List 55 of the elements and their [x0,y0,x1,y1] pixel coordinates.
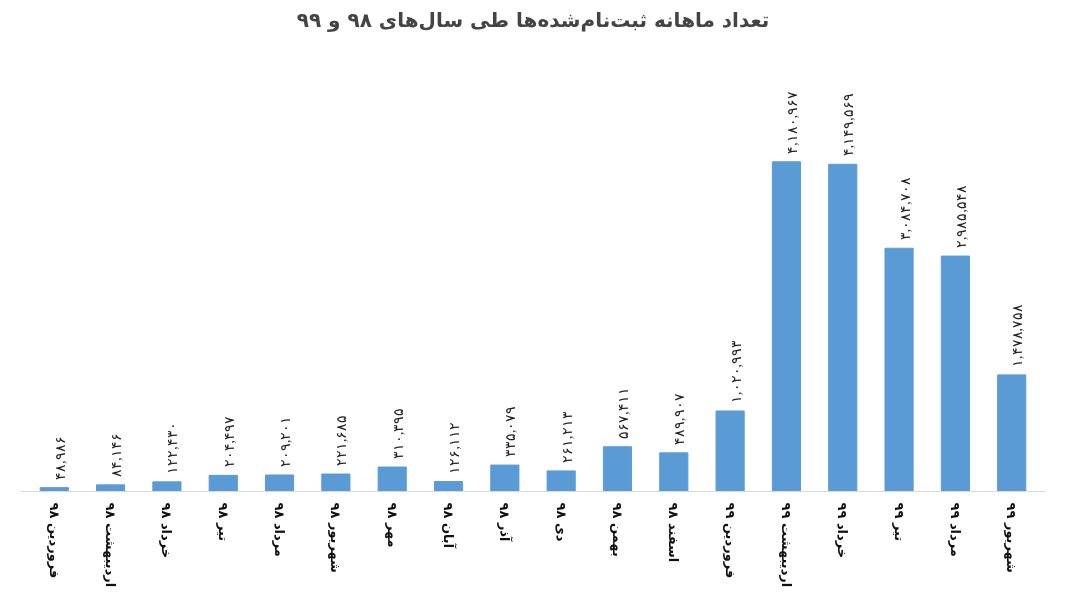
x-tick-label: شهریور ۹۹ [1004,502,1020,573]
x-tick-label: تیر ۹۹ [891,502,907,542]
bar [264,474,295,492]
x-tick-label: مرداد ۹۸ [272,502,288,557]
bar [715,410,745,492]
data-label: ۲۰۹,۲۰۱ [278,415,294,467]
data-label: ۴۸۹,۹۰۷ [672,393,688,445]
x-tick-label: تیر ۹۸ [215,502,231,542]
bar [433,481,464,492]
bar [771,161,802,492]
data-label: ۴۸,۹۸۶ [52,436,68,480]
data-label: ۸۴,۱۴۶ [109,433,125,477]
bar [828,163,858,492]
data-label: ۲۰۴,۴۹۷ [221,415,237,468]
x-tick-label: شهریور ۹۸ [328,502,344,573]
data-label: ۱۲۶,۱۱۲ [447,422,463,474]
bar [39,487,69,492]
data-label: ۲,۹۸۵,۵۴۸ [953,185,969,249]
x-tick-label: فروردین ۹۸ [46,502,62,579]
bar [884,247,914,492]
bar [659,452,689,492]
data-label: ۱۲۲,۴۳۰ [165,422,181,474]
x-tick-label: مهر ۹۸ [384,502,400,548]
data-label: ۴,۱۸۰,۹۶۷ [784,90,800,154]
x-tick-label: بهمن ۹۸ [609,502,625,557]
bar [490,464,520,492]
x-tick-label: آبان ۹۸ [441,502,458,549]
data-label: ۵۶۷,۴۱۱ [615,387,631,439]
bar [321,473,351,492]
bar [152,481,182,492]
x-tick-label: اسفند ۹۸ [666,502,682,563]
data-label: ۲۲۱,۶۸۵ [334,414,350,467]
data-label: ۳۳۵,۰۷۹ [503,405,519,458]
data-label: ۱,۴۷۸,۷۵۸ [1010,303,1026,367]
x-tick-label: مرداد ۹۹ [947,502,963,557]
x-tick-label: خرداد ۹۸ [159,502,175,559]
bar [208,474,238,492]
data-label: ۴,۱۴۹,۵۶۹ [841,93,857,157]
x-tick-label: آذر ۹۸ [497,502,514,543]
x-tick-label: اردیبهشت ۹۹ [778,502,794,588]
x-tick-label: دی ۹۸ [553,502,569,542]
bar [997,374,1027,492]
bar [377,466,407,492]
data-label: ۱,۰۲۰,۹۹۳ [728,339,744,403]
bar [602,446,633,492]
data-label: ۳,۰۸۴,۷۰۸ [897,177,913,241]
data-label: ۲۶۱,۲۱۳ [559,411,575,463]
bar [96,484,126,492]
x-tick-label: فروردین ۹۹ [722,502,738,579]
data-label: ۳۱۰,۳۹۵ [390,407,406,460]
x-tick-label: اردیبهشت ۹۸ [103,502,119,588]
bar [546,470,576,492]
bar [940,255,970,492]
x-tick-label: خرداد ۹۹ [835,502,851,559]
chart-title: تعداد ماهانه ثبت‌نام‌شده‌ها طی سال‌های ۹۸ و ۹۹ [296,7,770,32]
